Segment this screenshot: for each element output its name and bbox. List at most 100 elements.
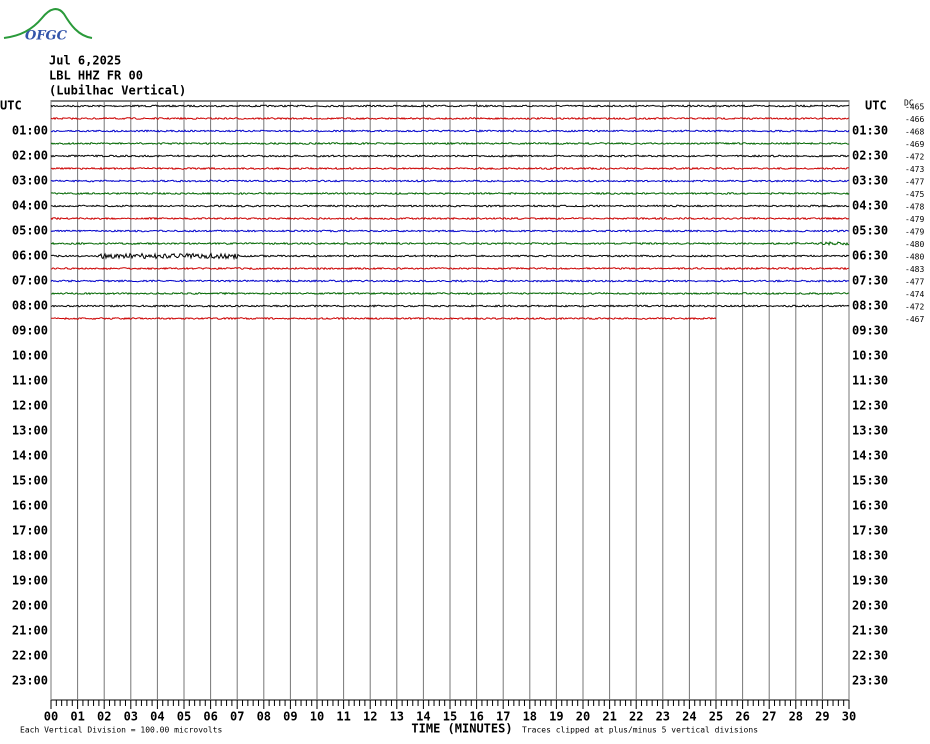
left-label: 02:00 (12, 149, 48, 163)
dc-offset: -472 (905, 153, 924, 162)
date: Jul 6,2025 (49, 54, 121, 68)
dc-offset: -477 (905, 178, 924, 187)
dc-offset: -480 (905, 253, 924, 262)
trace (50, 229, 850, 233)
x-tick-label: 27 (762, 710, 776, 724)
right-label: 11:30 (852, 374, 888, 388)
right-label: 16:30 (852, 499, 888, 513)
right-label: 09:30 (852, 324, 888, 338)
left-label: 14:00 (12, 449, 48, 463)
left-label: 20:00 (12, 599, 48, 613)
dc-offset: -468 (905, 128, 924, 137)
right-label: 08:30 (852, 299, 888, 313)
right-label: UTC (865, 99, 887, 113)
left-label: 09:00 (12, 324, 48, 338)
x-tick-label: 14 (416, 710, 430, 724)
left-label: 13:00 (12, 424, 48, 438)
x-tick-label: 07 (230, 710, 244, 724)
dc-offset: -483 (905, 265, 924, 274)
x-tick-label: 15 (443, 710, 457, 724)
x-tick-label: 10 (310, 710, 324, 724)
right-label: 19:30 (852, 574, 888, 588)
x-tick-label: 23 (656, 710, 670, 724)
x-tick-label: 00 (44, 710, 58, 724)
left-label: 11:00 (12, 374, 48, 388)
location: (Lubilhac Vertical) (49, 84, 186, 98)
right-label: 18:30 (852, 549, 888, 563)
x-tick-label: 11 (336, 710, 350, 724)
right-label: 10:30 (852, 349, 888, 363)
left-label: 12:00 (12, 399, 48, 413)
dc-label: DC (904, 99, 914, 108)
logo-text: OFGC (25, 29, 68, 44)
x-tick-label: 12 (363, 710, 377, 724)
left-label: 15:00 (12, 474, 48, 488)
dc-offset: -480 (905, 240, 924, 249)
footer-left: Each Vertical Division = 100.00 microvol… (20, 726, 222, 735)
logo-curve (3, 8, 93, 39)
x-tick-label: 02 (97, 710, 111, 724)
left-label: 18:00 (12, 549, 48, 563)
left-label: 19:00 (12, 574, 48, 588)
trace (50, 141, 850, 146)
right-label: 06:30 (852, 249, 888, 263)
dc-offset: -479 (905, 228, 924, 237)
right-label: 20:30 (852, 599, 888, 613)
x-tick-label: 17 (496, 710, 510, 724)
x-tick-label: 01 (70, 710, 84, 724)
trace (50, 116, 850, 121)
x-tick-label: 09 (283, 710, 297, 724)
left-label: 05:00 (12, 224, 48, 238)
right-label: 05:30 (852, 224, 888, 238)
trace (50, 317, 717, 321)
trace (50, 129, 850, 133)
trace (50, 266, 850, 271)
x-tick-label: 03 (124, 710, 138, 724)
right-label: 17:30 (852, 524, 888, 538)
trace (50, 216, 850, 221)
left-label: 23:00 (12, 674, 48, 688)
left-label: 08:00 (12, 299, 48, 313)
right-label: 12:30 (852, 399, 888, 413)
trace (50, 154, 850, 158)
trace (50, 279, 850, 283)
right-label: 04:30 (852, 199, 888, 213)
dc-offset: -473 (905, 165, 924, 174)
dc-offset: -469 (905, 140, 924, 149)
footer-right: Traces clipped at plus/minus 5 vertical … (522, 726, 758, 735)
left-label: 01:00 (12, 124, 48, 138)
trace (50, 252, 850, 261)
trace (51, 204, 850, 208)
left-label: 16:00 (12, 499, 48, 513)
x-tick-label: 29 (815, 710, 829, 724)
x-axis-label: TIME (MINUTES) (411, 722, 512, 736)
x-tick-label: 28 (789, 710, 803, 724)
dc-offset: -477 (905, 278, 924, 287)
x-tick-label: 30 (842, 710, 856, 724)
right-label: 07:30 (852, 274, 888, 288)
right-label: 21:30 (852, 624, 888, 638)
right-label: 13:30 (852, 424, 888, 438)
x-tick-label: 08 (257, 710, 271, 724)
trace (50, 191, 850, 196)
trace (50, 291, 850, 296)
left-label: 22:00 (12, 649, 48, 663)
left-label: 06:00 (12, 249, 48, 263)
x-tick-label: 25 (709, 710, 723, 724)
x-tick-label: 04 (150, 710, 164, 724)
dc-offset: -466 (905, 115, 924, 124)
right-label: 01:30 (852, 124, 888, 138)
left-label: 03:00 (12, 174, 48, 188)
trace (50, 179, 850, 183)
left-label: 07:00 (12, 274, 48, 288)
x-tick-label: 22 (629, 710, 643, 724)
dc-offset: -467 (905, 315, 924, 324)
trace (50, 104, 850, 108)
trace (50, 166, 850, 171)
right-label: 03:30 (852, 174, 888, 188)
right-label: 15:30 (852, 474, 888, 488)
x-tick-label: 26 (735, 710, 749, 724)
dc-offset: -479 (905, 215, 924, 224)
x-tick-label: 21 (602, 710, 616, 724)
